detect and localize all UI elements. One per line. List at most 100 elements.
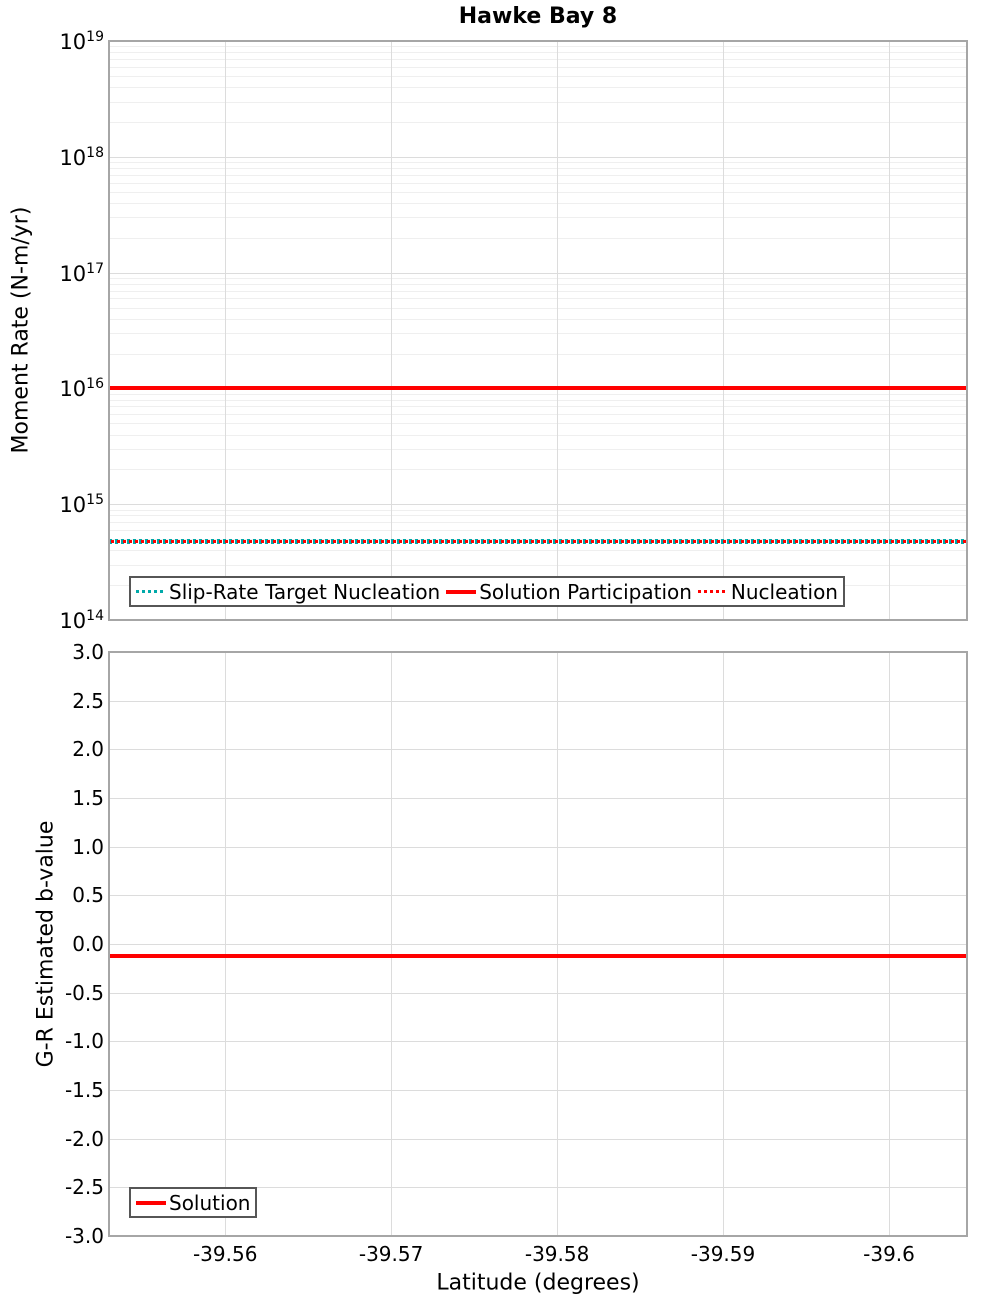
gridline-minor-horizontal [109, 191, 967, 193]
gridline-minor-horizontal [109, 87, 967, 89]
gridline-minor-horizontal [109, 393, 967, 395]
gridline-minor-horizontal [109, 353, 967, 355]
b-value-axis-label: G-R Estimated b-value [33, 820, 59, 1068]
y-tick-label: 2.0 [72, 737, 104, 762]
gridline-vertical [557, 652, 559, 1236]
legend-label: Slip-Rate Target Nucleation [169, 579, 441, 604]
legend-entry: Nucleation [697, 579, 838, 604]
series-line-solution-participation [109, 386, 967, 391]
gridline-minor-horizontal [109, 168, 967, 169]
gridline-minor-horizontal [109, 399, 967, 401]
gridline-minor-horizontal [109, 202, 967, 204]
gridline-major-horizontal [109, 272, 967, 274]
gridline-minor-horizontal [109, 434, 967, 436]
gridline-minor-horizontal [109, 283, 967, 285]
x-tick-label: -39.58 [524, 1242, 590, 1266]
gridline-minor-horizontal [109, 333, 967, 335]
moment-rate-legend: Slip-Rate Target Nucleation Solution Part… [129, 576, 845, 607]
gridline-minor-horizontal [109, 101, 967, 103]
gridline-vertical [557, 41, 559, 620]
gridline-minor-horizontal [109, 414, 967, 416]
gridline-minor-horizontal [109, 121, 967, 123]
gridline-minor-horizontal [109, 564, 967, 566]
gridline-minor-horizontal [109, 550, 967, 552]
b-value-legend: Solution [129, 1187, 258, 1218]
legend-label: Solution Participation [479, 579, 692, 604]
moment-rate-axis-label: Moment Rate (N-m/yr) [8, 206, 34, 454]
gridline-minor-horizontal [109, 52, 967, 54]
y-tick-label: 1.5 [72, 786, 104, 810]
y-tick-label: -1.5 [64, 1078, 104, 1102]
y-tick-label: -2.0 [64, 1126, 104, 1151]
gridline-minor-horizontal [109, 509, 967, 511]
gridline-vertical [391, 652, 393, 1236]
gridline-major-horizontal [109, 700, 967, 702]
legend-entry: Slip-Rate Target Nucleation [136, 580, 440, 604]
legend-entry: Solution [136, 1191, 250, 1215]
y-tick-label: 1.0 [72, 834, 104, 859]
y-tick-label: 0.5 [72, 883, 104, 908]
legend-label: Nucleation [730, 579, 838, 604]
gridline-minor-horizontal [109, 469, 967, 471]
b-value-plot-area [108, 651, 968, 1237]
gridline-major-horizontal [109, 944, 967, 945]
gridline-vertical [889, 652, 890, 1236]
gridline-minor-horizontal [109, 515, 967, 517]
gridline-vertical [723, 41, 724, 620]
gridline-minor-horizontal [109, 46, 967, 48]
gridline-minor-horizontal [109, 529, 967, 531]
latitude-axis-label: Latitude (degrees) [436, 1270, 640, 1296]
gridline-major-horizontal [109, 1041, 967, 1043]
legend-label: Solution [169, 1190, 251, 1215]
x-tick-label: -39.59 [690, 1242, 756, 1266]
gridline-minor-horizontal [109, 448, 967, 450]
gridline-vertical [225, 652, 227, 1236]
y-tick-label: -3.0 [64, 1224, 104, 1248]
y-tick-label: 3.0 [72, 640, 104, 664]
gridline-minor-horizontal [109, 174, 967, 176]
gridline-minor-horizontal [109, 277, 967, 279]
gridline-minor-horizontal [109, 298, 967, 300]
y-tick-label: 2.5 [72, 688, 104, 713]
y-tick-label: -2.5 [64, 1175, 104, 1200]
gridline-major-horizontal [109, 895, 967, 897]
moment-rate-plot-area [108, 40, 968, 621]
gridline-vertical [723, 652, 724, 1236]
gridline-minor-horizontal [109, 66, 967, 68]
gridline-minor-horizontal [109, 406, 967, 408]
y-tick-label: 1015 [59, 492, 104, 518]
y-tick-label: 1019 [59, 29, 104, 54]
gridline-minor-horizontal [109, 217, 967, 219]
gridline-minor-horizontal [109, 162, 967, 164]
x-tick-label: -39.6 [863, 1242, 915, 1266]
gridline-major-horizontal [109, 1090, 967, 1091]
y-tick-label: 1018 [59, 144, 104, 170]
gridline-minor-horizontal [109, 522, 967, 524]
gridline-minor-horizontal [109, 237, 967, 239]
y-tick-label: -1.0 [64, 1029, 104, 1054]
gridline-major-horizontal [109, 992, 967, 994]
solid-line-swatch-icon [136, 1200, 166, 1205]
y-tick-label: 1014 [59, 608, 104, 633]
gridline-major-horizontal [109, 1138, 967, 1140]
gridline-minor-horizontal [109, 318, 967, 320]
gridline-vertical [889, 41, 890, 620]
y-tick-label: 1017 [59, 260, 104, 286]
gridline-minor-horizontal [109, 75, 967, 77]
gridline-major-horizontal [109, 798, 967, 799]
dotted-line-swatch-icon [136, 590, 166, 593]
gridline-minor-horizontal [109, 58, 967, 60]
solid-line-swatch-icon [446, 589, 477, 594]
gridline-major-horizontal [109, 846, 967, 848]
gridline-vertical [391, 41, 393, 620]
gridline-minor-horizontal [109, 290, 967, 292]
figure-title: Hawke Bay 8 [458, 4, 618, 29]
gridline-major-horizontal [109, 504, 967, 506]
legend-entry: Solution Participation [446, 580, 692, 604]
series-line-nucleation [109, 539, 967, 543]
series-line-solution [109, 953, 967, 958]
y-tick-label: 0.0 [72, 932, 104, 956]
gridline-minor-horizontal [109, 307, 967, 309]
gridline-major-horizontal [109, 1187, 967, 1189]
